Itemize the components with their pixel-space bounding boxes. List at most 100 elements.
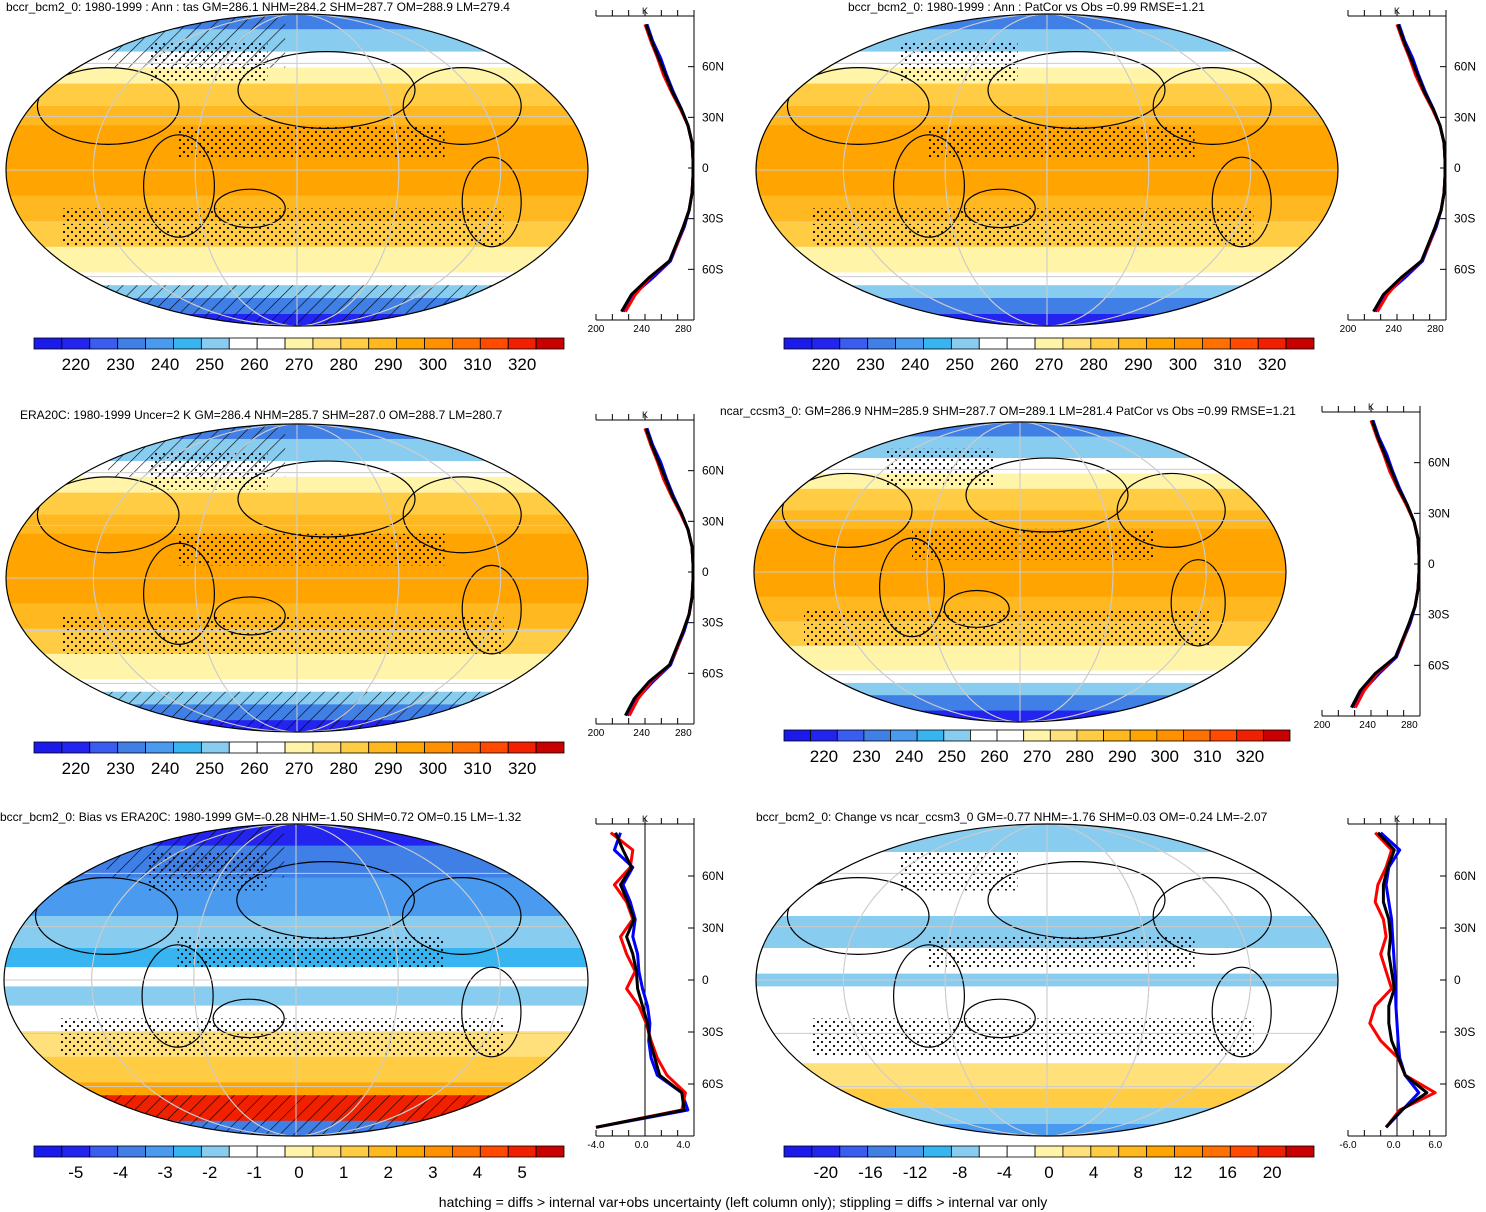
profile-series-line: [1350, 419, 1421, 709]
colorbar-swatch: [943, 729, 971, 742]
profile-x-tick-label: 200: [588, 728, 605, 739]
colorbar-label: 300: [419, 759, 447, 778]
colorbar-swatch: [923, 1145, 952, 1158]
colorbar-swatch: [1103, 729, 1131, 742]
colorbar-label: 240: [901, 355, 929, 374]
colorbar-label: -20: [814, 1163, 839, 1182]
colorbar-label: 290: [1124, 355, 1152, 374]
colorbar-swatch: [1146, 1145, 1175, 1158]
colorbar-label: 220: [62, 355, 90, 374]
profile-unit-label: K: [642, 6, 648, 16]
colorbar-swatch: [978, 1145, 1008, 1158]
colorbar-swatch: [89, 337, 119, 350]
panel-3-colorbar: 220 230 240 250 260 270 280 290 300 310 320: [33, 741, 565, 778]
profile-lat-label: 60N: [702, 869, 724, 883]
colorbar-label: 280: [329, 759, 357, 778]
colorbar-swatch: [117, 741, 146, 754]
colorbar-swatch: [810, 729, 838, 742]
panel-1-map: [5, 13, 589, 327]
colorbar-swatch: [173, 337, 202, 350]
profile-lat-label: 0: [702, 565, 709, 579]
colorbar-label: 300: [1151, 747, 1179, 766]
colorbar-swatch: [173, 741, 202, 754]
colorbar-swatch: [923, 337, 952, 350]
colorbar-label: 300: [1169, 355, 1197, 374]
profile-lat-label: 0: [1454, 161, 1461, 175]
colorbar-label: 250: [196, 355, 224, 374]
colorbar-swatch: [811, 1145, 841, 1158]
colorbar-swatch: [1034, 337, 1064, 350]
profile-x-tick-label: 6.0: [1428, 1140, 1442, 1151]
colorbar-swatch: [535, 741, 565, 754]
colorbar-label: -3: [158, 1163, 173, 1182]
colorbar-swatch: [1156, 729, 1184, 742]
colorbar-label: -2: [202, 1163, 217, 1182]
colorbar-swatch: [1090, 1145, 1120, 1158]
colorbar-swatch: [1257, 337, 1287, 350]
profile-lat-label: 60N: [1428, 456, 1450, 470]
profile-lat-label: 60N: [702, 60, 724, 74]
profile-x-tick-label: -6.0: [1339, 1140, 1357, 1151]
colorbar-swatch: [340, 337, 370, 350]
colorbar-swatch: [863, 729, 891, 742]
profile-lat-label: 0: [1428, 557, 1435, 571]
colorbar-swatch: [1262, 729, 1291, 742]
colorbar-swatch: [950, 1145, 980, 1158]
colorbar-label: 230: [856, 355, 884, 374]
colorbar-label: 270: [285, 355, 313, 374]
profile-x-tick-label: 280: [1401, 720, 1418, 731]
colorbar-label: 0: [294, 1163, 303, 1182]
panel-1-colorbar: 220 230 240 250 260 270 280 290 300 310 320: [33, 337, 565, 374]
colorbar-swatch: [1049, 729, 1078, 742]
colorbar-label: 260: [240, 759, 268, 778]
colorbar-swatch: [507, 1145, 537, 1158]
colorbar-swatch: [1023, 729, 1051, 742]
profile-lat-label: 60N: [1454, 60, 1476, 74]
colorbar-label: 260: [240, 355, 268, 374]
colorbar-label: -4: [997, 1163, 1012, 1182]
profile-lat-label: 30N: [1454, 921, 1476, 935]
colorbar-swatch: [1034, 1145, 1064, 1158]
colorbar-swatch: [256, 337, 286, 350]
colorbar-swatch: [33, 1145, 63, 1158]
colorbar-swatch: [1285, 1145, 1315, 1158]
colorbar-label: 250: [196, 759, 224, 778]
colorbar-label: 230: [852, 747, 880, 766]
colorbar-label: 5: [517, 1163, 526, 1182]
profile-series-line: [1376, 831, 1429, 1129]
colorbar-label: 2: [384, 1163, 393, 1182]
colorbar-label: -8: [952, 1163, 967, 1182]
colorbar-label: 300: [419, 355, 447, 374]
panel-5-colorbar: -5 -4 -3 -2 -1 0 1 2 3 4 5: [33, 1145, 565, 1182]
colorbar-swatch: [312, 337, 342, 350]
colorbar-swatch: [867, 1145, 896, 1158]
profile-lat-label: 60N: [1454, 869, 1476, 883]
colorbar-swatch: [836, 729, 865, 742]
colorbar-label: 310: [463, 759, 491, 778]
colorbar-swatch: [1202, 1145, 1231, 1158]
colorbar-label: -1: [247, 1163, 262, 1182]
panel-5-title: bccr_bcm2_0: Bias vs ERA20C: 1980-1999 G…: [0, 810, 522, 824]
colorbar-label: 290: [374, 355, 402, 374]
colorbar-label: 310: [1213, 355, 1241, 374]
panel-1-title: bccr_bcm2_0: 1980-1999 : Ann : tas GM=28…: [6, 0, 510, 14]
profile-series-line: [620, 23, 695, 313]
colorbar-label: -12: [903, 1163, 928, 1182]
colorbar-swatch: [1285, 337, 1315, 350]
colorbar-swatch: [396, 337, 425, 350]
colorbar-swatch: [1006, 1145, 1036, 1158]
panel-4-colorbar: 220 230 240 250 260 270 280 290 300 310 320: [783, 729, 1291, 766]
colorbar-swatch: [950, 337, 980, 350]
colorbar-swatch: [117, 1145, 146, 1158]
colorbar-swatch: [895, 1145, 924, 1158]
colorbar-swatch: [89, 1145, 119, 1158]
colorbar-swatch: [1006, 337, 1036, 350]
profile-series-line: [595, 832, 686, 1129]
panel-5-map: [3, 823, 589, 1137]
colorbar-swatch: [228, 337, 258, 350]
colorbar-label: 320: [508, 355, 536, 374]
colorbar-label: 16: [1218, 1163, 1237, 1182]
colorbar-label: 310: [463, 355, 491, 374]
profile-lat-label: 0: [702, 161, 709, 175]
colorbar-label: 220: [812, 355, 840, 374]
